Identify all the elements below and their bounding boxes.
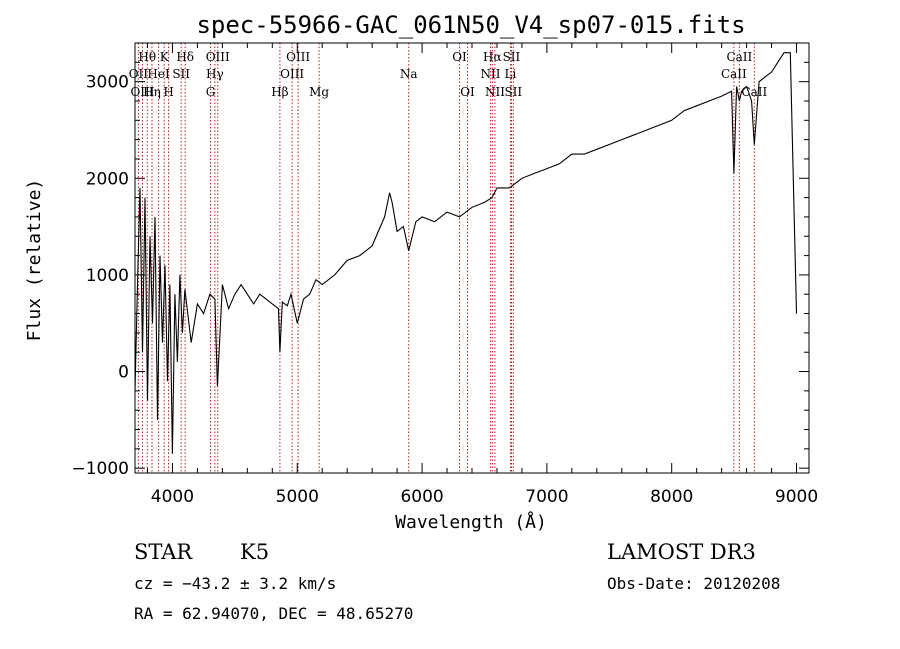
chart-title: spec-55966-GAC_061N50_V4_sp07-015.fits — [196, 11, 745, 39]
y-tick-label: 1000 — [86, 266, 129, 286]
observation-date: Obs-Date: 20120208 — [607, 574, 781, 593]
line-label-1: OII — [129, 67, 149, 81]
plot-frame — [134, 42, 810, 474]
line-label-27: CaII — [741, 85, 767, 99]
redshift-velocity: cz = −43.2 ± 3.2 km/s — [134, 574, 337, 593]
line-label-26: CaII — [721, 67, 747, 81]
x-tick-label: 9000 — [775, 487, 818, 507]
line-label-3: Hη — [143, 85, 161, 99]
line-label-5: HeI — [147, 67, 170, 81]
line-label-15: Mg — [309, 85, 329, 99]
line-label-8: Hδ — [176, 50, 194, 64]
spectrum-series — [134, 52, 798, 454]
line-label-20: SII — [503, 50, 521, 64]
line-label-6: SII — [172, 67, 190, 81]
line-label-22: Li — [505, 67, 517, 81]
line-label-16: Na — [400, 67, 418, 81]
x-tick-label: 6000 — [400, 487, 443, 507]
x-axis-label: Wavelength (Å) — [395, 511, 547, 533]
object-class: STAR — [134, 540, 193, 564]
line-label-10: Hγ — [206, 67, 224, 81]
x-tick-label: 5000 — [276, 487, 319, 507]
line-label-21: NII — [480, 67, 500, 81]
y-axis-label: Flux (relative) — [24, 179, 45, 342]
line-label-14: OIII — [280, 67, 304, 81]
line-label-2: OIII — [130, 85, 154, 99]
x-axis: 4000 5000 6000 7000 8000 9000 — [146, 43, 818, 507]
line-label-23: NII — [485, 85, 505, 99]
survey-name: LAMOST DR3 — [607, 540, 756, 564]
object-subclass: K5 — [240, 540, 270, 564]
y-tick-label: 3000 — [86, 73, 129, 93]
line-label-25: CaII — [726, 50, 752, 64]
y-tick-label: 0 — [118, 363, 129, 383]
line-label-7: H — [163, 85, 173, 99]
line-label-9: OIII — [206, 50, 230, 64]
x-tick-label: 7000 — [525, 487, 568, 507]
line-label-11: G — [206, 85, 216, 99]
line-label-4: K — [160, 50, 170, 64]
line-label-18: OI — [460, 85, 475, 99]
y-tick-label: −1000 — [71, 459, 129, 479]
line-label-17: OI — [452, 50, 467, 64]
coordinates: RA = 62.94070, DEC = 48.65270 — [134, 604, 414, 623]
y-tick-label: 2000 — [86, 169, 129, 189]
line-label-19: Hα — [483, 50, 502, 64]
x-tick-label: 8000 — [650, 487, 693, 507]
line-label-13: OIII — [286, 50, 310, 64]
y-axis: −1000 0 1000 2000 3000 — [71, 42, 809, 479]
line-label-24: SII — [504, 85, 522, 99]
line-label-12: Hβ — [271, 85, 288, 99]
line-label-0: Hθ — [138, 50, 156, 64]
x-tick-label: 4000 — [151, 487, 194, 507]
line-markers — [137, 43, 755, 473]
